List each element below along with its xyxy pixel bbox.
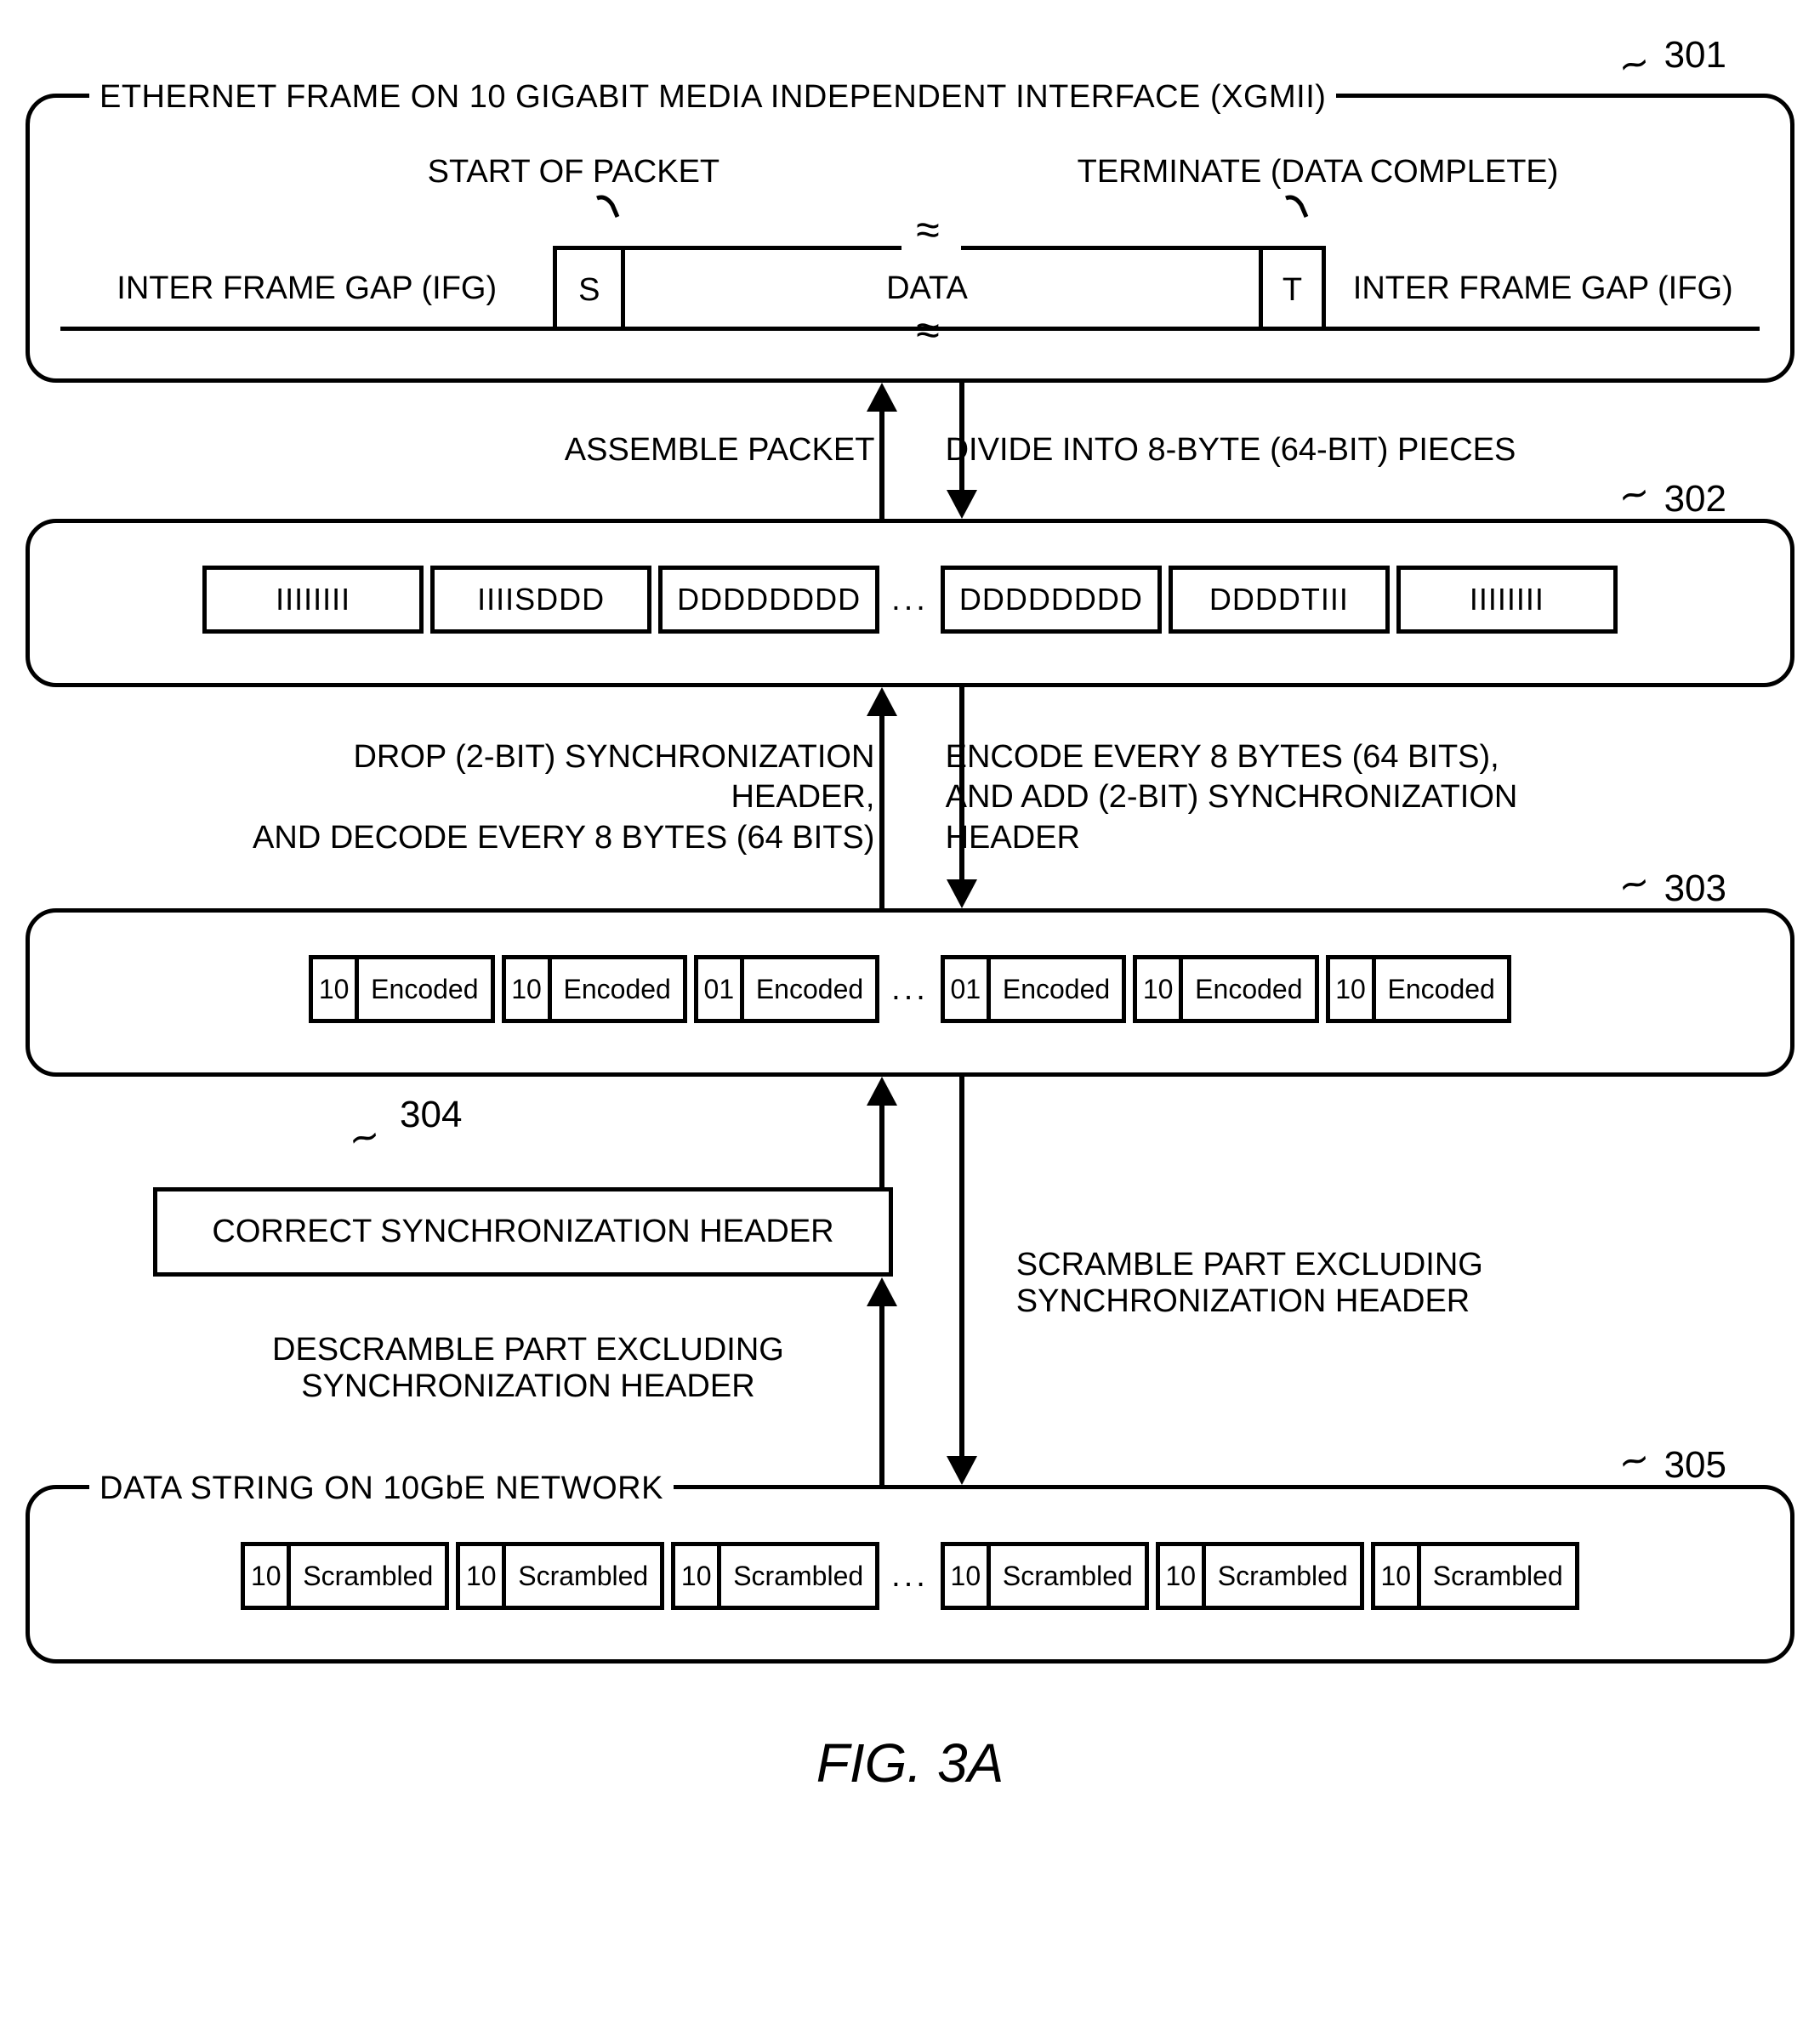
blocks-303: 10Encoded 10Encoded 01Encoded ... 01Enco… — [60, 936, 1760, 1042]
ref-302: 302 — [1664, 478, 1726, 520]
seg-ifg-left: INTER FRAME GAP (IFG) — [60, 246, 553, 331]
arrow-row-2: DROP (2-BIT) SYNCHRONIZATION HEADER, AND… — [26, 687, 1794, 908]
enc-303-4: 10Encoded — [1133, 955, 1318, 1023]
panel-301: ETHERNET FRAME ON 10 GIGABIT MEDIA INDEP… — [26, 94, 1794, 383]
ref-305-tilde: ∼ — [1615, 1440, 1653, 1483]
arrow-up-1 — [848, 383, 916, 519]
dots-302: ... — [886, 582, 934, 618]
arrow-row-3: 304 ∼ CORRECT SYNCHRONIZATION HEADER DES… — [26, 1077, 1794, 1485]
arrow-up-3b — [848, 1277, 916, 1485]
enc-305-2: 10Scrambled — [671, 1542, 879, 1610]
enc-303-5: 10Encoded — [1326, 955, 1511, 1023]
blk-302-0: IIIIIIII — [202, 566, 424, 634]
diagram-root: 301 ∼ ETHERNET FRAME ON 10 GIGABIT MEDIA… — [26, 34, 1794, 1794]
blocks-305: 10Scrambled 10Scrambled 10Scrambled ... … — [60, 1523, 1760, 1629]
label-assemble-packet: ASSEMBLE PACKET — [565, 430, 875, 471]
blk-302-4: DDDDTIII — [1169, 566, 1390, 634]
seg-data-right — [961, 246, 1259, 331]
blk-302-2: DDDDDDDD — [658, 566, 879, 634]
panel-305: DATA STRING ON 10GbE NETWORK 10Scrambled… — [26, 1485, 1794, 1664]
ref-301-tilde: ∼ — [1615, 43, 1653, 87]
ref-301: 301 — [1664, 34, 1726, 77]
panel-301-title: ETHERNET FRAME ON 10 GIGABIT MEDIA INDEP… — [89, 79, 1336, 116]
frame-timeline: START OF PACKET TERMINATE (DATA COMPLETE… — [60, 161, 1760, 348]
seg-ifg-right: INTER FRAME GAP (IFG) — [1327, 246, 1760, 331]
blocks-302: IIIIIIII IIIISDDD DDDDDDDD ... DDDDDDDD … — [60, 547, 1760, 652]
enc-303-3: 01Encoded — [941, 955, 1126, 1023]
arrow-up-2 — [848, 687, 916, 908]
seg-t: T — [1259, 246, 1327, 331]
enc-305-5: 10Scrambled — [1371, 1542, 1579, 1610]
enc-303-0: 10Encoded — [309, 955, 494, 1023]
enc-303-2: 01Encoded — [694, 955, 879, 1023]
figure-label: FIG. 3A — [26, 1732, 1794, 1794]
blk-302-3: DDDDDDDD — [941, 566, 1162, 634]
panel-305-title: DATA STRING ON 10GbE NETWORK — [89, 1470, 674, 1507]
enc-305-4: 10Scrambled — [1156, 1542, 1364, 1610]
tick-terminate — [1284, 195, 1310, 220]
arrow-up-3a — [848, 1077, 916, 1187]
seg-s: S — [553, 246, 621, 331]
blk-302-1: IIIISDDD — [430, 566, 651, 634]
dots-303: ... — [886, 971, 934, 1008]
enc-303-1: 10Encoded — [502, 955, 687, 1023]
label-divide: DIVIDE INTO 8-BYTE (64-BIT) PIECES — [946, 430, 1516, 471]
ref-304: 304 — [400, 1094, 462, 1136]
enc-305-3: 10Scrambled — [941, 1542, 1149, 1610]
panel-302: IIIIIIII IIIISDDD DDDDDDDD ... DDDDDDDD … — [26, 519, 1794, 687]
tick-start — [595, 195, 621, 220]
label-scramble: SCRAMBLE PART EXCLUDING SYNCHRONIZATION … — [1016, 1247, 1483, 1320]
panel-303: 10Encoded 10Encoded 01Encoded ... 01Enco… — [26, 908, 1794, 1077]
arrow-down-3 — [928, 1077, 996, 1485]
label-drop-decode: DROP (2-BIT) SYNCHRONIZATION HEADER, AND… — [228, 737, 874, 859]
ref-305: 305 — [1664, 1444, 1726, 1487]
ref-303: 303 — [1664, 867, 1726, 910]
box-304: CORRECT SYNCHRONIZATION HEADER — [153, 1187, 893, 1277]
label-descramble: DESCRAMBLE PART EXCLUDING SYNCHRONIZATIO… — [272, 1332, 784, 1405]
blk-302-5: IIIIIIII — [1396, 566, 1618, 634]
enc-305-0: 10Scrambled — [241, 1542, 449, 1610]
label-start-of-packet: START OF PACKET — [428, 154, 719, 191]
label-terminate: TERMINATE (DATA COMPLETE) — [1078, 154, 1559, 191]
dots-305: ... — [886, 1558, 934, 1595]
enc-305-1: 10Scrambled — [456, 1542, 664, 1610]
label-encode-add: ENCODE EVERY 8 BYTES (64 BITS), AND ADD … — [946, 737, 1518, 859]
ref-304-tilde: ∼ — [345, 1117, 384, 1160]
arrow-row-1: ASSEMBLE PACKET DIVIDE INTO 8-BYTE (64-B… — [26, 383, 1794, 519]
